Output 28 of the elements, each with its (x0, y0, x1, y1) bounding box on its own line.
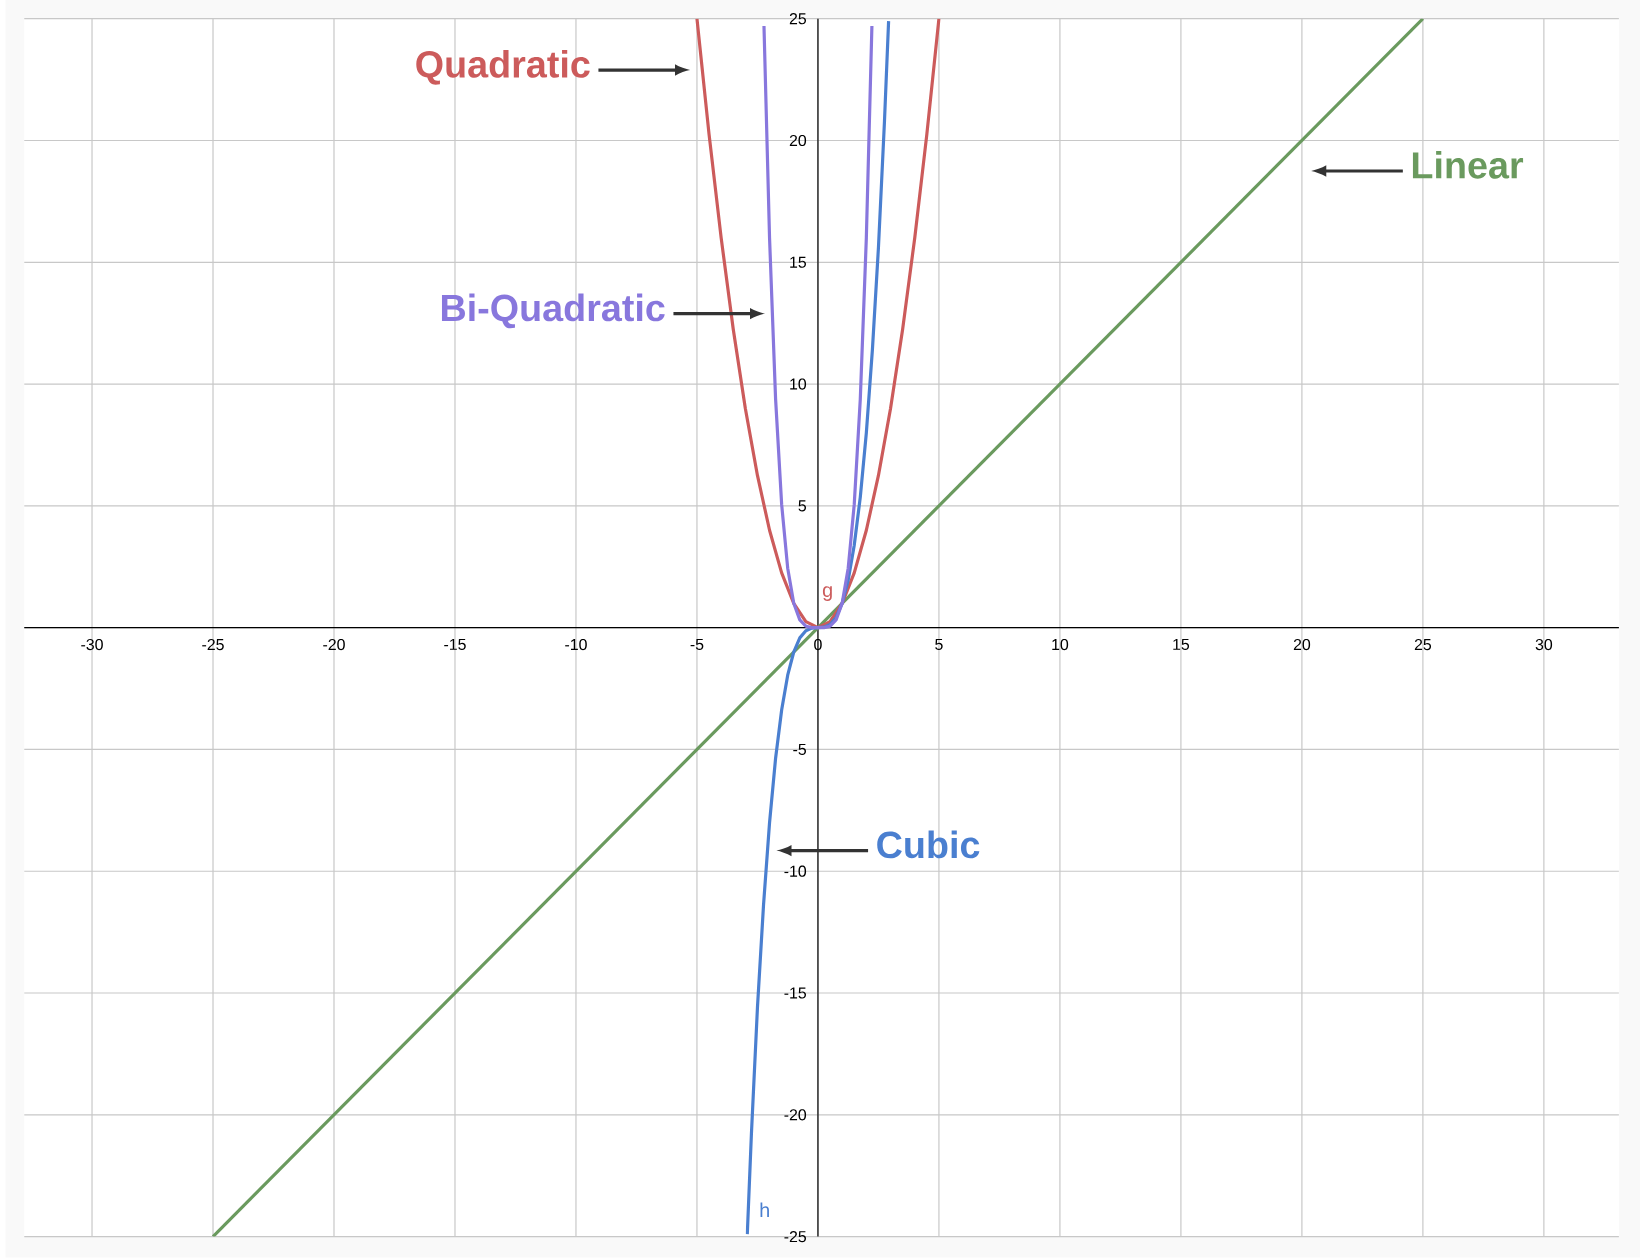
x-tick-label: -25 (202, 639, 224, 651)
x-tick-label: 5 (935, 639, 943, 651)
y-tick-label: 20 (789, 135, 807, 147)
x-tick-label: -15 (444, 639, 466, 651)
x-tick-label: -30 (81, 639, 103, 651)
text: Quadratic (416, 50, 590, 85)
y-tick-label: 25 (789, 13, 807, 25)
annotation: g (822, 586, 832, 602)
x-tick-label: -20 (323, 639, 345, 651)
y-tick-label: 15 (790, 256, 807, 268)
y-tick-label: -20 (784, 1109, 807, 1121)
annotation: h (760, 1202, 769, 1218)
text: Linear (1412, 151, 1524, 179)
x-tick-label: -10 (565, 639, 587, 651)
x-tick-label: 30 (1535, 639, 1553, 651)
y-tick-label: -10 (784, 865, 807, 877)
y-tick-label: -15 (784, 987, 807, 999)
x-tick-label: 10 (1052, 639, 1069, 651)
y-tick-label: 5 (798, 500, 807, 512)
x-tick-label: -5 (690, 639, 704, 651)
text: Bi-Quadratic (441, 293, 665, 329)
y-tick-label: 10 (790, 378, 807, 390)
x-tick-label: 25 (1414, 639, 1432, 651)
x-tick-label: 20 (1293, 639, 1311, 651)
x-tick-label: 15 (1173, 639, 1190, 651)
text: Cubic (877, 830, 980, 859)
y-tick-label: -5 (793, 744, 807, 756)
y-tick-label: -25 (784, 1231, 807, 1243)
